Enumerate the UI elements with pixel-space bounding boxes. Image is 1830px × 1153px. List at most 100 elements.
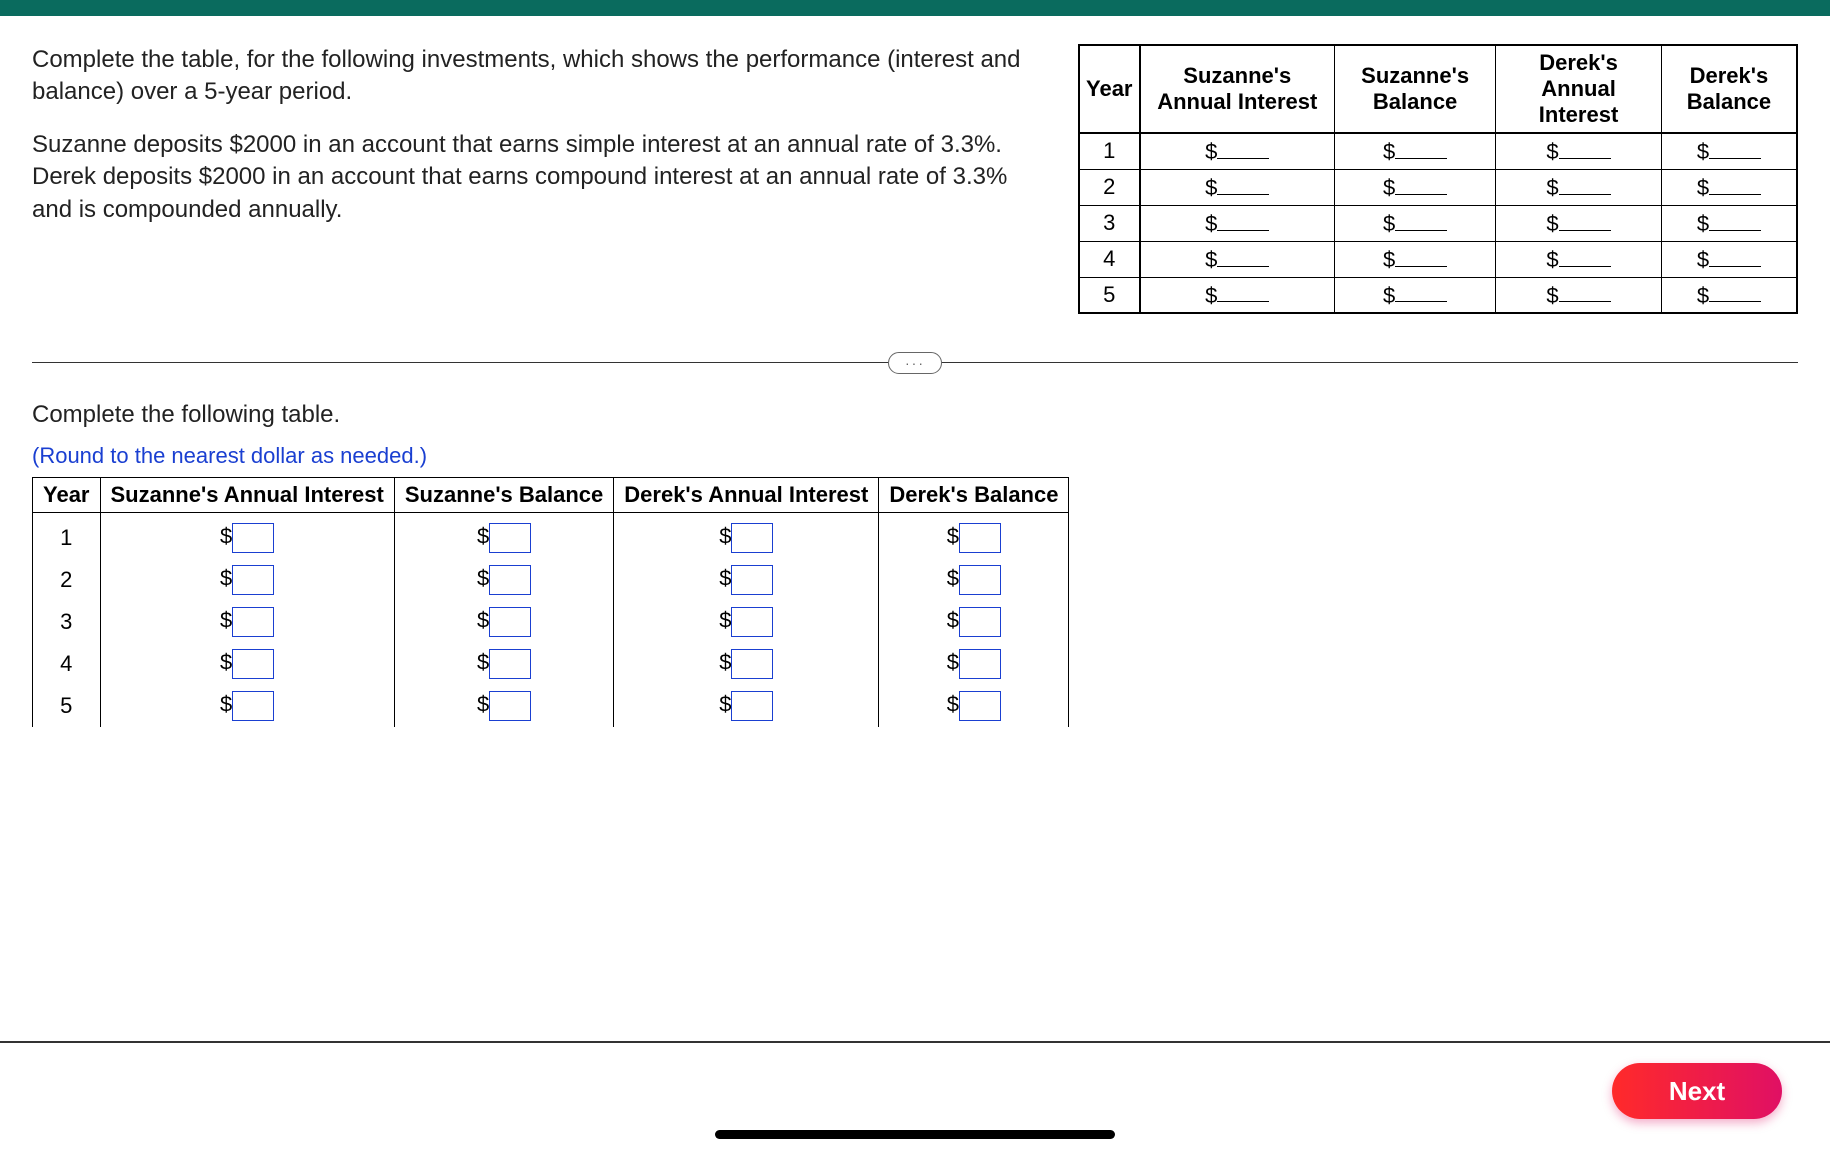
currency-symbol: $ [947,692,959,717]
currency-symbol: $ [719,608,731,633]
answer-input[interactable] [489,523,531,553]
answer-input[interactable] [959,607,1001,637]
next-button-label: Next [1669,1076,1725,1106]
answer-input[interactable] [959,565,1001,595]
ans-input-cell: $ [614,513,879,560]
answer-input[interactable] [731,607,773,637]
ref-blank-cell: $ [1335,169,1496,205]
ans-table-row: 4 $ $ $ $ [33,643,1069,685]
ans-input-cell: $ [394,513,613,560]
page-body: Complete the table, for the following in… [0,16,1830,727]
ans-table-row: 3$$$$ [33,601,1069,643]
currency-symbol: $ [220,692,232,717]
ans-table-row: 1$$$$ [33,513,1069,560]
currency-symbol: $ [947,566,959,591]
ref-blank-cell: $ [1496,169,1662,205]
answer-input[interactable] [232,565,274,595]
answer-input[interactable] [232,607,274,637]
currency-symbol: $ [719,566,731,591]
currency-symbol: $ [477,566,489,591]
ref-blank-cell: $ [1496,241,1662,277]
ans-header-suz-interest: Suzanne's Annual Interest [100,478,394,513]
ref-blank-cell: $ [1140,169,1335,205]
next-button[interactable]: Next [1612,1063,1782,1119]
question-paragraph-1: Complete the table, for the following in… [32,44,1050,109]
ref-blank-cell: $ [1335,133,1496,169]
footer-bar: Next [0,1033,1830,1153]
ref-blank-cell: $ [1335,241,1496,277]
ref-year-cell: 3 [1079,205,1140,241]
currency-symbol: $ [477,524,489,549]
ans-input-cell: $ [879,559,1069,601]
ref-header-suz-interest: Suzanne's Annual Interest [1140,45,1335,133]
ans-input-cell: $ [100,685,394,727]
expand-pill-button[interactable]: ··· [888,352,942,374]
ans-input-cell: $ [100,601,394,643]
ref-table-row: 5$$$$ [1079,277,1797,313]
ref-blank-cell: $ [1140,205,1335,241]
ref-blank-cell: $ [1140,133,1335,169]
ans-year-cell: 4 [33,643,101,685]
ans-year-cell: 1 [33,513,101,560]
answer-input[interactable] [489,565,531,595]
question-text-block: Complete the table, for the following in… [32,44,1050,314]
ans-input-cell: $ [394,685,613,727]
answer-input[interactable] [731,649,773,679]
ans-input-cell: $ [879,685,1069,727]
ref-blank-cell: $ [1661,169,1797,205]
ans-input-cell: $ [394,559,613,601]
currency-symbol: $ [220,524,232,549]
section-divider: ··· [32,362,1798,363]
ref-blank-cell: $ [1496,277,1662,313]
ans-input-cell: $ [614,601,879,643]
answer-input[interactable] [959,691,1001,721]
answer-input[interactable] [731,523,773,553]
answer-input[interactable] [232,691,274,721]
ans-input-cell: $ [614,685,879,727]
ref-table-row: 1$$$$ [1079,133,1797,169]
ans-input-cell: $ [879,513,1069,560]
currency-symbol: $ [719,650,731,675]
currency-symbol: $ [719,692,731,717]
ref-year-cell: 4 [1079,241,1140,277]
ans-header-suz-balance: Suzanne's Balance [394,478,613,513]
ans-input-cell: $ [614,559,879,601]
currency-symbol: $ [477,608,489,633]
ref-year-cell: 2 [1079,169,1140,205]
ref-blank-cell: $ [1496,133,1662,169]
answer-input[interactable] [959,523,1001,553]
ans-year-cell: 5 [33,685,101,727]
ans-input-cell: $ [614,643,879,685]
ans-table-row: 5 $ $ $ $ [33,685,1069,727]
currency-symbol: $ [220,650,232,675]
answer-input[interactable] [489,649,531,679]
ans-input-cell: $ [394,643,613,685]
answer-table: Year Suzanne's Annual Interest Suzanne's… [32,477,1069,727]
ref-blank-cell: $ [1496,205,1662,241]
reference-table: Year Suzanne's Annual Interest Suzanne's… [1078,44,1798,314]
instruction-text: Complete the following table. [32,401,1798,429]
answer-input[interactable] [489,607,531,637]
ans-input-cell: $ [394,601,613,643]
currency-symbol: $ [477,692,489,717]
currency-symbol: $ [947,608,959,633]
answer-input[interactable] [232,649,274,679]
ans-table-row: 2$$$$ [33,559,1069,601]
answer-input[interactable] [959,649,1001,679]
question-paragraph-2: Suzanne deposits $2000 in an account tha… [32,129,1050,226]
ans-header-der-interest: Derek's Annual Interest [614,478,879,513]
ref-blank-cell: $ [1661,133,1797,169]
ans-input-cell: $ [100,559,394,601]
ref-table-row: 2$$$$ [1079,169,1797,205]
answer-input[interactable] [731,565,773,595]
ans-header-der-balance: Derek's Balance [879,478,1069,513]
currency-symbol: $ [947,650,959,675]
ref-header-year: Year [1079,45,1140,133]
currency-symbol: $ [477,650,489,675]
ans-header-year: Year [33,478,101,513]
home-indicator [715,1130,1115,1139]
ans-input-cell: $ [879,643,1069,685]
answer-input[interactable] [489,691,531,721]
answer-input[interactable] [731,691,773,721]
answer-input[interactable] [232,523,274,553]
